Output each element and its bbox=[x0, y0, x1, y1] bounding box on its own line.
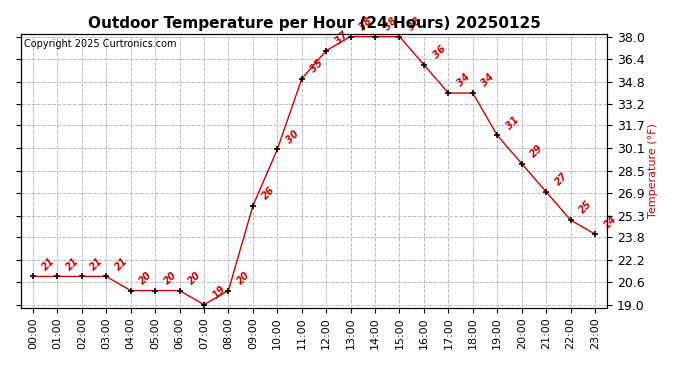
Title: Outdoor Temperature per Hour (24 Hours) 20250125: Outdoor Temperature per Hour (24 Hours) … bbox=[88, 16, 540, 31]
Text: 34: 34 bbox=[455, 72, 472, 89]
Text: 20: 20 bbox=[186, 270, 203, 286]
Text: 21: 21 bbox=[40, 256, 57, 272]
Text: 35: 35 bbox=[308, 58, 325, 75]
Y-axis label: Temperature (°F): Temperature (°F) bbox=[648, 123, 658, 218]
Text: 29: 29 bbox=[529, 143, 545, 159]
Text: 26: 26 bbox=[260, 185, 277, 202]
Text: 21: 21 bbox=[113, 256, 130, 272]
Text: 31: 31 bbox=[504, 115, 521, 131]
Text: 30: 30 bbox=[284, 129, 301, 145]
Text: Copyright 2025 Curtronics.com: Copyright 2025 Curtronics.com bbox=[23, 39, 176, 49]
Text: 34: 34 bbox=[480, 72, 496, 89]
Text: 36: 36 bbox=[431, 44, 448, 61]
Text: 27: 27 bbox=[553, 171, 570, 188]
Text: 21: 21 bbox=[89, 256, 106, 272]
Text: 38: 38 bbox=[382, 16, 399, 32]
Text: 20: 20 bbox=[235, 270, 252, 286]
Text: 38: 38 bbox=[357, 16, 374, 32]
Text: 20: 20 bbox=[137, 270, 155, 286]
Text: 19: 19 bbox=[211, 284, 228, 300]
Text: 38: 38 bbox=[406, 16, 423, 32]
Text: 37: 37 bbox=[333, 30, 350, 46]
Text: 21: 21 bbox=[64, 256, 81, 272]
Text: 20: 20 bbox=[162, 270, 179, 286]
Text: 25: 25 bbox=[578, 199, 594, 216]
Text: 24: 24 bbox=[602, 213, 618, 230]
